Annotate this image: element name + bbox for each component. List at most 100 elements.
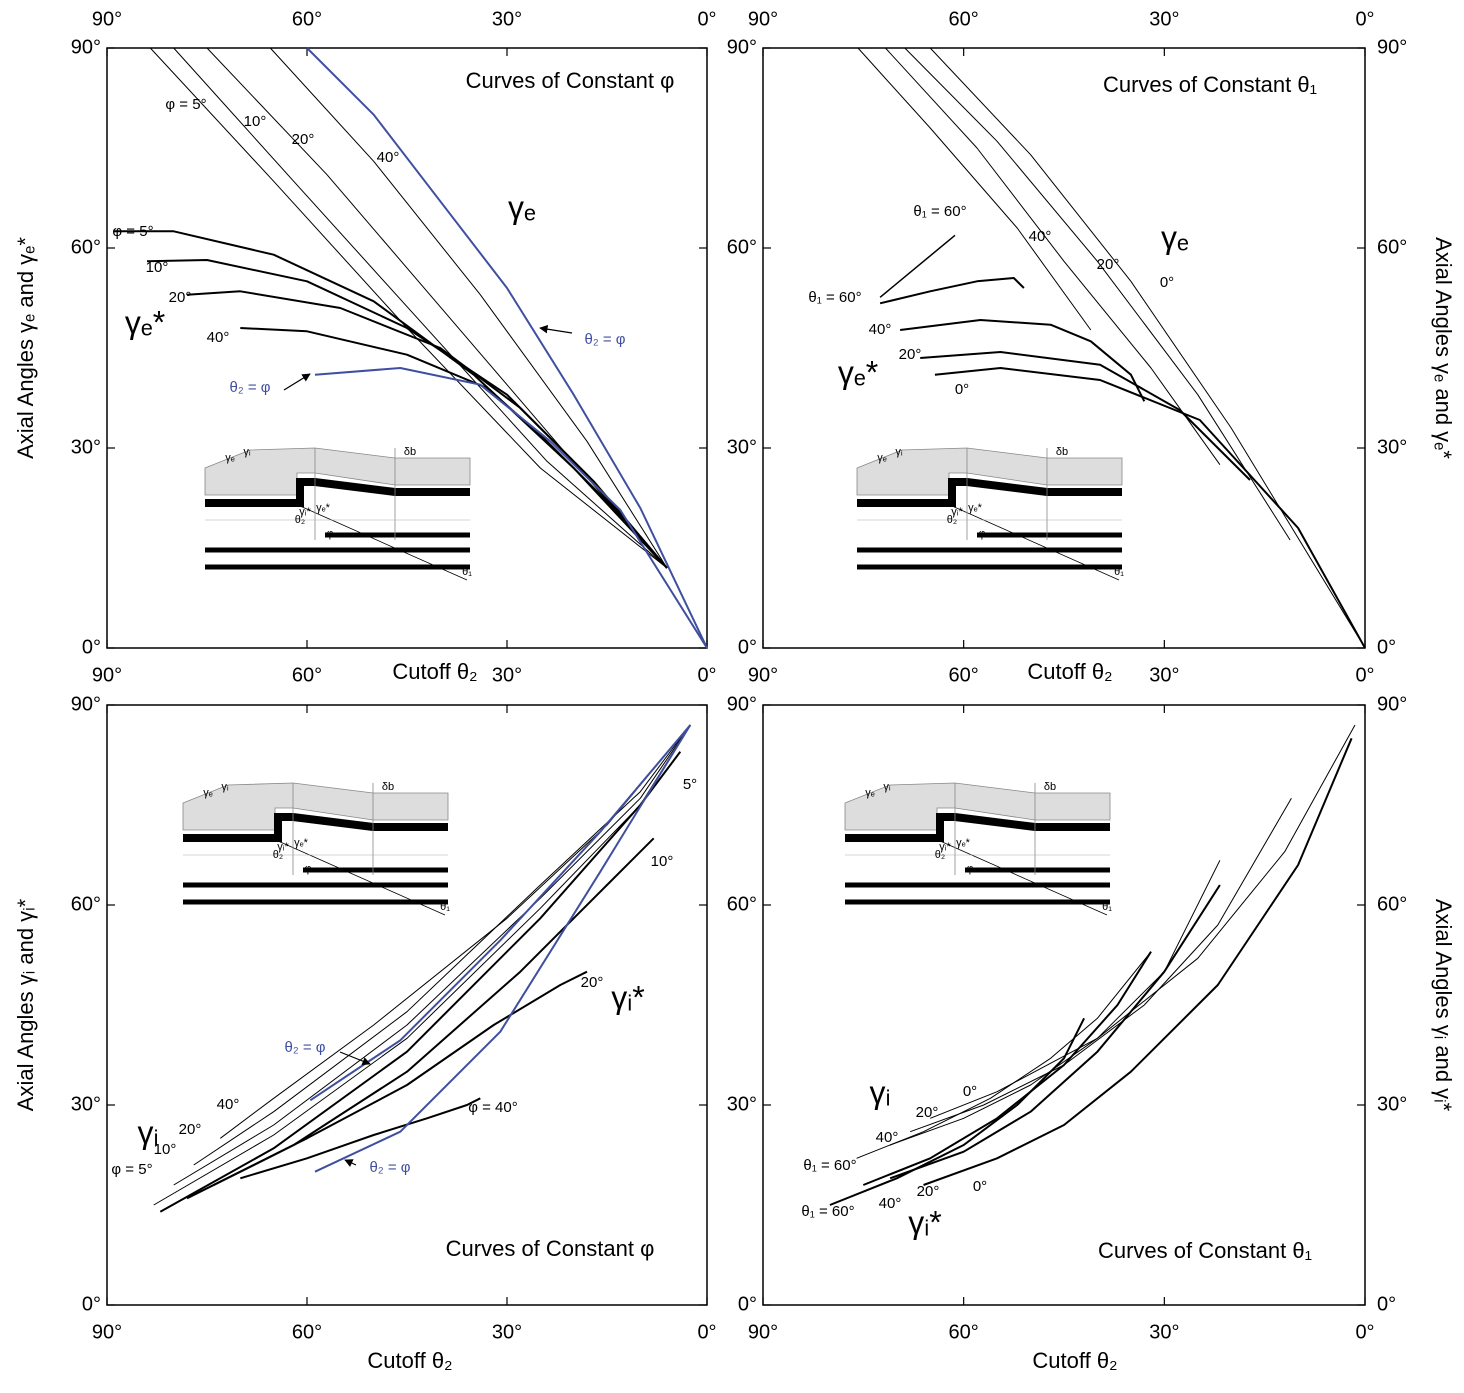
curve-label: θ₂ = φ	[585, 331, 626, 348]
y-tick-label: 60°	[727, 893, 757, 915]
inset-label: θ₁	[1102, 901, 1112, 913]
curve-label: θ₂ = φ	[230, 379, 271, 396]
curve-family-symbol: γᵢ*	[611, 979, 644, 1015]
x-tick-label: 60°	[292, 1321, 322, 1343]
cutoff-line	[277, 840, 446, 916]
x-tick-label: 90°	[748, 8, 778, 30]
x-tick-label: 90°	[92, 664, 122, 686]
inset-label: θ₂	[295, 514, 305, 526]
inset-label: γᵢ*	[299, 506, 311, 518]
cutoff-line	[299, 505, 468, 581]
curve	[862, 951, 1152, 1186]
inset-diagram: γₑ γᵢ δb γᵢ* γₑ* θ₂ φ θ₁	[204, 446, 472, 581]
curve	[314, 367, 708, 649]
y-tick-label: 0°	[82, 1293, 101, 1315]
inset-label: γᵢ	[221, 781, 229, 793]
inset-label: δb	[382, 781, 394, 793]
curve-label: φ = 5°	[165, 96, 206, 113]
panel-title: Curves of Constant φ	[446, 1236, 655, 1261]
curve-label: θ₁ = 60°	[913, 203, 966, 220]
curve	[899, 319, 1146, 402]
fold-layer	[205, 478, 470, 507]
x-tick-label: 60°	[292, 8, 322, 30]
curve-label: 20°	[1097, 256, 1120, 273]
fold-layer	[183, 813, 448, 842]
arrow	[339, 1051, 371, 1066]
curve-family-symbol: γᵢ*	[908, 1204, 941, 1240]
y-tick-label: 90°	[1377, 693, 1407, 715]
inset-label: θ₂	[935, 849, 945, 861]
curve-label: 20°	[899, 346, 922, 363]
cutoff-line	[951, 505, 1120, 581]
inset-label: θ₂	[273, 849, 283, 861]
curve-family-symbol: γᵢ	[137, 1114, 158, 1150]
curve-label: 20°	[292, 131, 315, 148]
inset-label: θ₁	[1114, 566, 1124, 578]
rock-layer	[856, 447, 1123, 496]
inset-label: γₑ	[203, 787, 213, 799]
curve	[889, 860, 1221, 1146]
curve-family-symbol: γᵢ	[869, 1074, 890, 1110]
curve	[193, 724, 691, 1166]
curve-label: 0°	[973, 1178, 987, 1195]
inset-label: φ	[304, 863, 311, 875]
rock-layer	[204, 447, 471, 496]
x-tick-label: 60°	[292, 664, 322, 686]
curve-label: θ₁ = 60°	[808, 289, 861, 306]
curve-family-symbol: γₑ*	[838, 354, 878, 390]
x-axis-label: Cutoff θ₂	[392, 659, 477, 684]
x-tick-label: 30°	[1149, 664, 1179, 686]
fold-layer	[845, 813, 1110, 842]
inset-label: δb	[404, 446, 416, 458]
y-tick-label: 90°	[1377, 36, 1407, 58]
inset-label: θ₁	[462, 566, 472, 578]
y-tick-label: 30°	[1377, 436, 1407, 458]
curve-family-symbol: γₑ	[1161, 219, 1189, 255]
x-tick-label: 30°	[492, 664, 522, 686]
plot-frame	[762, 704, 1366, 1306]
curve-label: φ = 5°	[111, 1161, 152, 1178]
x-tick-label: 90°	[92, 8, 122, 30]
curve	[889, 884, 1221, 1180]
curve-label: 0°	[963, 1083, 977, 1100]
fold-layer	[857, 478, 1122, 507]
y-tick-label: 60°	[71, 893, 101, 915]
inset-label: θ₂	[947, 514, 957, 526]
curve-label: φ = 40°	[468, 1099, 518, 1116]
curve-family-symbol: γₑ	[508, 189, 536, 225]
inset-diagram: γₑ γᵢ δb γᵢ* γₑ* θ₂ φ θ₁	[844, 781, 1112, 916]
x-tick-label: 0°	[1355, 664, 1374, 686]
x-tick-label: 0°	[1355, 8, 1374, 30]
curve	[885, 47, 1221, 465]
y-tick-label: 0°	[82, 636, 101, 658]
inset-label: γᵢ	[243, 446, 251, 458]
x-tick-label: 90°	[92, 1321, 122, 1343]
arrow	[283, 373, 311, 391]
inset-label: γₑ	[865, 787, 875, 799]
y-axis-label: Axial Angles γᵢ and γᵢ*	[13, 898, 38, 1111]
curve	[240, 1097, 481, 1180]
curve	[240, 327, 668, 569]
curve	[829, 1017, 1085, 1206]
curve	[920, 351, 1251, 481]
curve	[314, 724, 692, 1173]
plot-frame	[106, 704, 708, 1306]
curve	[879, 277, 1025, 305]
y-tick-label: 60°	[71, 236, 101, 258]
x-tick-label: 30°	[1149, 1321, 1179, 1343]
y-tick-label: 30°	[1377, 1093, 1407, 1115]
curve	[857, 47, 1092, 331]
y-tick-label: 0°	[738, 1293, 757, 1315]
x-axis-label: Cutoff θ₂	[367, 1348, 452, 1373]
y-axis-label: Axial Angles γᵢ and γᵢ*	[1431, 899, 1456, 1112]
curve-label: 40°	[869, 321, 892, 338]
curve-label: 10°	[146, 259, 169, 276]
y-tick-label: 90°	[727, 36, 757, 58]
plot-frame	[106, 47, 708, 649]
inset-label: γₑ*	[316, 502, 331, 514]
inset-label: φ	[966, 863, 973, 875]
curve	[213, 970, 588, 1186]
curve-label: θ₂ = φ	[285, 1039, 326, 1056]
inset-diagram: γₑ γᵢ δb γᵢ* γₑ* θ₂ φ θ₁	[182, 781, 450, 916]
rock-layer	[844, 782, 1111, 831]
